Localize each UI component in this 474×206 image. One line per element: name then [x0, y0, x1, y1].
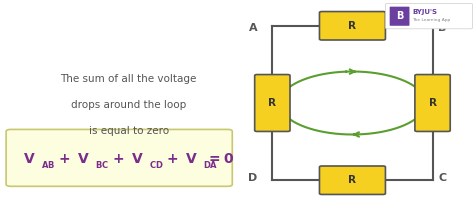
Text: $\mathbf{= 0}$: $\mathbf{= 0}$ — [206, 152, 235, 166]
Text: $\mathbf{V}$: $\mathbf{V}$ — [185, 152, 198, 166]
FancyBboxPatch shape — [319, 12, 385, 40]
Text: D: D — [248, 173, 257, 183]
Text: C: C — [438, 173, 447, 183]
Text: $\mathbf{CD}$: $\mathbf{CD}$ — [149, 159, 164, 170]
FancyBboxPatch shape — [385, 4, 473, 29]
Text: R: R — [348, 175, 356, 185]
Text: $\mathbf{+}$: $\mathbf{+}$ — [166, 152, 178, 166]
Text: The sum of all the voltage: The sum of all the voltage — [60, 74, 197, 84]
Text: $\mathbf{+}$: $\mathbf{+}$ — [58, 152, 70, 166]
Text: $\mathbf{BC}$: $\mathbf{BC}$ — [95, 159, 109, 170]
Text: $\mathbf{DA}$: $\mathbf{DA}$ — [203, 159, 219, 170]
Text: drops around the loop: drops around the loop — [71, 100, 186, 110]
FancyBboxPatch shape — [415, 75, 450, 131]
Text: is equal to zero: is equal to zero — [89, 126, 169, 136]
Text: B: B — [396, 11, 403, 21]
Text: $\mathbf{V}$: $\mathbf{V}$ — [77, 152, 90, 166]
Text: R: R — [268, 98, 276, 108]
FancyBboxPatch shape — [6, 129, 232, 186]
Text: R: R — [348, 21, 356, 31]
Text: $\mathbf{V}$: $\mathbf{V}$ — [131, 152, 144, 166]
Text: $\mathbf{V}$: $\mathbf{V}$ — [23, 152, 35, 166]
Text: A: A — [249, 23, 257, 33]
Text: The Learning App: The Learning App — [412, 18, 451, 22]
Text: B: B — [438, 23, 447, 33]
Text: $\mathbf{+}$: $\mathbf{+}$ — [112, 152, 124, 166]
Text: R: R — [428, 98, 437, 108]
Text: $\mathbf{AB}$: $\mathbf{AB}$ — [40, 159, 55, 170]
Text: BYJU'S: BYJU'S — [412, 9, 438, 15]
FancyBboxPatch shape — [390, 7, 410, 26]
FancyBboxPatch shape — [255, 75, 290, 131]
FancyBboxPatch shape — [319, 166, 385, 194]
